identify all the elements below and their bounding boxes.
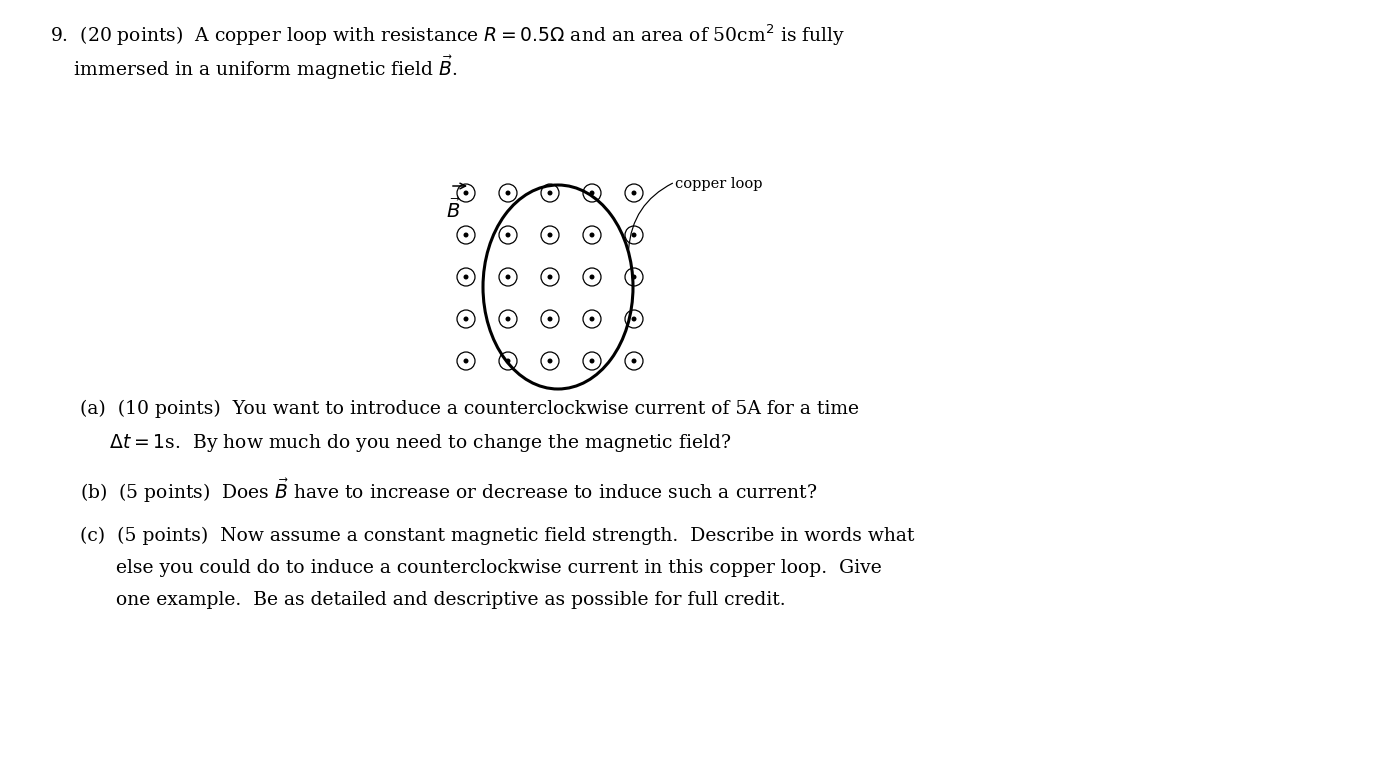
Circle shape [463,191,469,196]
Circle shape [506,358,511,364]
Circle shape [632,274,636,279]
Circle shape [589,274,595,279]
Circle shape [506,317,511,321]
Text: (b)  (5 points)  Does $\vec{B}$ have to increase or decrease to induce such a cu: (b) (5 points) Does $\vec{B}$ have to in… [80,477,818,505]
Circle shape [547,358,552,364]
Circle shape [547,232,552,238]
Text: 9.  (20 points)  A copper loop with resistance $R = 0.5\Omega$ and an area of 50: 9. (20 points) A copper loop with resist… [49,22,845,48]
Circle shape [463,232,469,238]
Circle shape [463,274,469,279]
Circle shape [632,358,636,364]
Circle shape [589,191,595,196]
Circle shape [589,232,595,238]
Circle shape [506,191,511,196]
Circle shape [547,317,552,321]
Circle shape [632,317,636,321]
Circle shape [589,358,595,364]
Circle shape [632,191,636,196]
Circle shape [547,274,552,279]
Text: one example.  Be as detailed and descriptive as possible for full credit.: one example. Be as detailed and descript… [80,591,786,609]
Text: $\Delta t = 1$s.  By how much do you need to change the magnetic field?: $\Delta t = 1$s. By how much do you need… [80,432,731,454]
Text: copper loop: copper loop [675,177,763,191]
Circle shape [506,232,511,238]
Circle shape [632,232,636,238]
Text: immersed in a uniform magnetic field $\vec{B}$.: immersed in a uniform magnetic field $\v… [49,54,458,82]
Circle shape [547,191,552,196]
Text: (a)  (10 points)  You want to introduce a counterclockwise current of 5A for a t: (a) (10 points) You want to introduce a … [80,400,859,418]
Text: $\vec{B}$: $\vec{B}$ [447,198,462,222]
Circle shape [463,317,469,321]
Text: else you could do to induce a counterclockwise current in this copper loop.  Giv: else you could do to induce a counterclo… [80,559,882,577]
Text: (c)  (5 points)  Now assume a constant magnetic field strength.  Describe in wor: (c) (5 points) Now assume a constant mag… [80,527,914,545]
Circle shape [589,317,595,321]
Circle shape [463,358,469,364]
Circle shape [506,274,511,279]
